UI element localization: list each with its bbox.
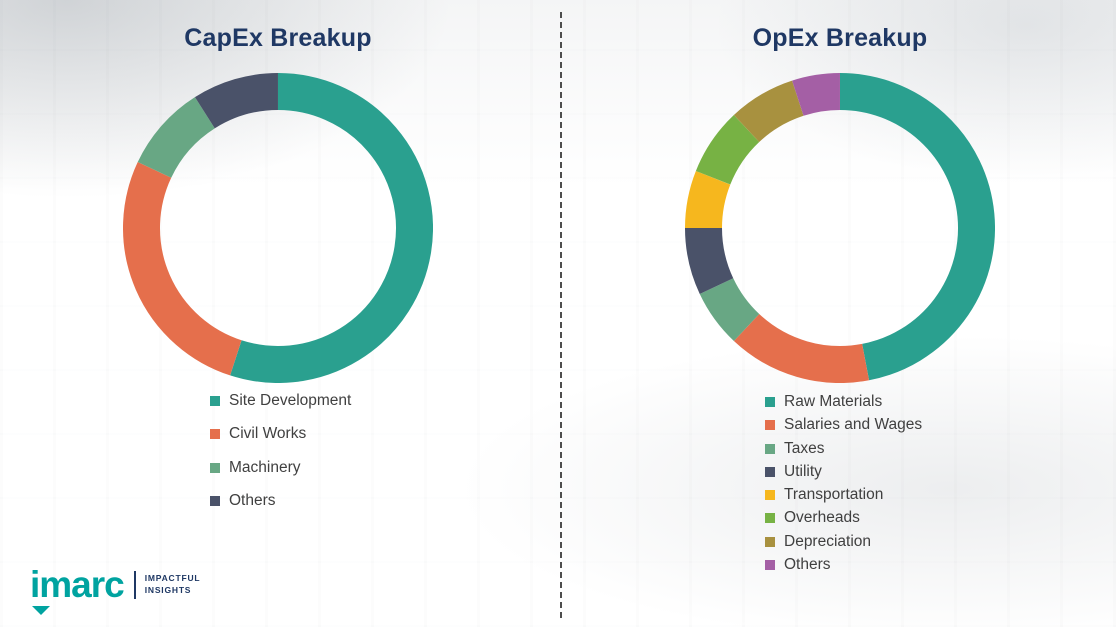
legend-swatch (765, 397, 775, 408)
donut-segment-raw-materials (839, 73, 995, 381)
logo-wordmark: imarc (30, 564, 125, 605)
donut-segment-taxes (699, 277, 760, 341)
legend-label: Site Development (229, 392, 352, 409)
legend-item-overheads: Overheads (765, 510, 922, 526)
donut-segment-others (792, 73, 841, 116)
legend-label: Raw Materials (784, 393, 883, 410)
opex-legend: Raw Materials Salaries and Wages Taxes Util… (765, 393, 923, 573)
legend-swatch (210, 429, 220, 440)
legend-item-others: Others (765, 555, 922, 573)
donut-segment-transportation (685, 170, 731, 229)
legend-item-site-development: Site Development (210, 392, 352, 409)
legend-label: Depreciation (784, 532, 872, 550)
logo-tagline: IMPACTFUL INSIGHTS (145, 573, 201, 597)
legend-swatch (765, 466, 775, 477)
legend-swatch (210, 462, 220, 473)
logo-tagline-line2: INSIGHTS (144, 584, 192, 595)
opex-chart-title: OpEx Breakup (752, 24, 928, 52)
legend-item-utility: Utility (765, 462, 922, 480)
donut-segment-depreciation (733, 80, 805, 143)
legend-item-taxes: Taxes (765, 439, 922, 457)
legend-swatch (765, 559, 775, 570)
donut-segment-overheads (695, 115, 760, 186)
logo-divider-bar (133, 570, 136, 599)
imarc-logo: imarc IMPACTFUL INSIGHTS (30, 564, 201, 615)
legend-item-raw-materials: Raw Materials (765, 393, 922, 410)
legend-item-transportation: Transportation (765, 486, 922, 504)
capex-donut-chart (123, 73, 433, 383)
legend-label: Others (229, 491, 276, 509)
opex-donut-chart (685, 73, 995, 383)
center-dashed-divider (560, 12, 562, 618)
capex-chart-title: CapEx Breakup (184, 24, 372, 52)
logo-triangle-icon (32, 606, 50, 615)
legend-swatch (765, 513, 775, 524)
donut-segment-site-development (230, 73, 433, 383)
donut-segment-machinery (137, 97, 216, 179)
legend-label: Overheads (784, 509, 860, 527)
legend-label: Salaries and Wages (784, 416, 923, 434)
legend-swatch (210, 396, 220, 407)
legend-label: Taxes (784, 439, 825, 457)
donut-segment-utility (685, 227, 734, 294)
donut-segment-civil-works (123, 162, 242, 376)
legend-swatch (210, 495, 220, 506)
legend-swatch (765, 536, 775, 547)
legend-label: Machinery (229, 458, 301, 476)
logo-tagline-line1: IMPACTFUL (144, 572, 201, 583)
legend-label: Utility (784, 462, 822, 480)
legend-label: Transportation (784, 486, 884, 504)
legend-swatch (765, 490, 775, 501)
legend-item-others: Others (210, 491, 351, 509)
donut-segment-others (194, 73, 279, 129)
legend-item-civil-works: Civil Works (210, 425, 351, 443)
legend-item-depreciation: Depreciation (765, 532, 922, 550)
legend-swatch (765, 420, 775, 431)
legend-item-machinery: Machinery (210, 458, 351, 476)
donut-segment-salaries-and-wages (733, 313, 870, 383)
legend-item-salaries-and-wages: Salaries and Wages (765, 416, 923, 434)
legend-swatch (765, 443, 775, 454)
capex-legend: Site Development Civil Works Machinery Othe… (210, 392, 352, 509)
legend-label: Others (784, 555, 831, 573)
legend-label: Civil Works (229, 425, 307, 443)
